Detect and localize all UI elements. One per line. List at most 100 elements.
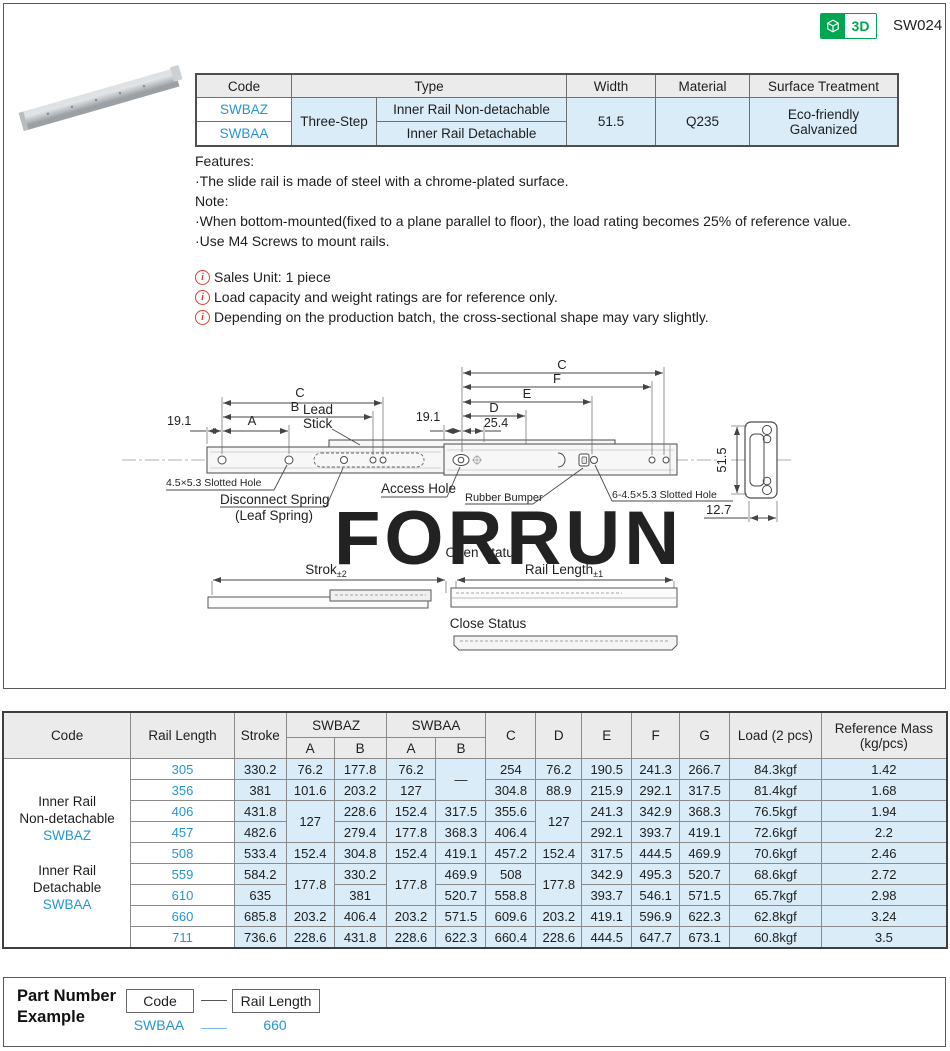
spec-header-type: Type (291, 73, 567, 98)
table-cell: 228.6 (535, 926, 583, 949)
table-cell: 596.9 (631, 905, 681, 927)
table-cell: 152.4 (385, 842, 437, 864)
spec-surface-line2: Galvanized (789, 121, 858, 137)
table-cell: 81.4kgf (729, 779, 822, 801)
spec-header-width: Width (566, 73, 656, 98)
code-link[interactable]: SWBAZ (43, 828, 92, 843)
open-status-label: Open Status (445, 545, 520, 560)
table-cell: 571.5 (435, 905, 487, 927)
table-cell: 228.6 (333, 800, 387, 822)
spec-type-group: Three-Step (291, 97, 377, 147)
leaf-spring-label: (Leaf Spring) (235, 508, 313, 523)
table-cell: 304.8 (333, 842, 387, 864)
dim-19-1-right-label: 19.1 (416, 410, 440, 424)
table-cell: 1.42 (820, 758, 948, 780)
info-icon: i (195, 269, 210, 285)
spec-header-surface: Surface Treatment (749, 73, 899, 98)
table-cell: 127 (285, 800, 335, 843)
table-cell: 520.7 (679, 863, 731, 885)
spec-surface-line1: Eco-friendly (787, 106, 860, 122)
dim-c-right-label: C (557, 357, 566, 372)
table-cell: 571.5 (679, 884, 731, 906)
table-cell: 254 (485, 758, 537, 780)
rail-length-link[interactable]: 406 (130, 800, 235, 822)
features-text: Features: ·The slide rail is made of ste… (195, 151, 851, 251)
table-cell: 2.2 (820, 821, 948, 843)
dim-d-label: D (489, 400, 498, 415)
table-row: 508 533.4 152.4 304.8 152.4 419.1 457.2 152.4 31… (3, 842, 948, 864)
code-link[interactable]: SWBAA (42, 897, 92, 912)
table-cell: 76.5kgf (729, 800, 822, 822)
table-cell: 317.5 (679, 779, 731, 801)
part-number-title: Part Number Example (17, 987, 117, 1026)
rail-length-link[interactable]: 457 (130, 821, 235, 843)
spec-type-1: Inner Rail Non-detachable (376, 97, 567, 122)
table-cell: 406.4 (333, 905, 387, 927)
col-header-swbaa-b: B (435, 737, 487, 759)
table-cell: 177.8 (385, 863, 437, 906)
table-cell: 241.3 (581, 800, 633, 822)
table-cell: 495.3 (631, 863, 681, 885)
spec-header-code: Code (195, 73, 292, 98)
table-cell: 317.5 (435, 800, 487, 822)
ref-mass-line2: (kg/pcs) (859, 735, 908, 751)
example-rail-value[interactable]: 660 (263, 1017, 287, 1033)
rail-length-dim-label: Rail Length±1 (525, 562, 603, 579)
table-cell: 419.1 (435, 842, 487, 864)
table-cell: 72.6kgf (729, 821, 822, 843)
dim-c-left-label: C (295, 385, 304, 400)
example-dash (201, 1028, 227, 1029)
spec-code-swbaz[interactable]: SWBAZ (195, 97, 292, 122)
dim-25-4-label: 25.4 (484, 416, 508, 430)
table-cell: 2.46 (820, 842, 948, 864)
info-note: Depending on the production batch, the c… (214, 309, 709, 325)
close-status-label: Close Status (450, 616, 527, 631)
dim-a-label: A (248, 413, 257, 428)
code-group-cell: Inner Rail Non-detachable SWBAZ Inner Rail D… (2, 758, 132, 949)
features-line: ·The slide rail is made of steel with a … (195, 173, 569, 189)
table-cell: 3.5 (820, 926, 948, 949)
table-cell: 673.1 (679, 926, 731, 949)
table-cell: 736.6 (233, 926, 287, 949)
table-row: 660 685.8 203.2 406.4 203.2 571.5 609.6 203.2 41… (3, 905, 948, 927)
rail-length-link[interactable]: 610 (130, 884, 235, 906)
rail-length-link[interactable]: 508 (130, 842, 235, 864)
code-label: Inner Rail (38, 863, 96, 878)
cube-3d-icon (821, 14, 845, 38)
table-cell: 127 (385, 779, 437, 801)
table-cell: 431.8 (333, 926, 387, 949)
table-cell: 88.9 (535, 779, 583, 801)
rail-length-link[interactable]: 559 (130, 863, 235, 885)
slotted-hole-right-label: 6-4.5×5.3 Slotted Hole (612, 489, 717, 501)
code-label: Non-detachable (19, 811, 115, 826)
table-cell: 84.3kgf (729, 758, 822, 780)
table-cell: 368.3 (679, 800, 731, 822)
note-line-1: ·When bottom-mounted(fixed to a plane pa… (195, 213, 852, 229)
col-header-load: Load (2 pcs) (729, 711, 822, 759)
table-cell: 177.8 (535, 863, 583, 906)
table-cell: 177.8 (385, 821, 437, 843)
table-row: 711 736.6 228.6 431.8 228.6 622.3 660.4 228.6 44… (3, 926, 948, 949)
col-header-ref-mass: Reference Mass (kg/pcs) (820, 711, 948, 759)
watermark: FORRUN (334, 496, 683, 581)
rail-length-link[interactable]: 305 (130, 758, 235, 780)
table-cell: 457.2 (485, 842, 537, 864)
table-cell: 368.3 (435, 821, 487, 843)
table-cell: 431.8 (233, 800, 287, 822)
col-header-swbaa: SWBAA (385, 711, 487, 738)
table-cell: 127 (535, 800, 583, 843)
stroke-dim-label: Strok±2 (305, 562, 346, 579)
example-code-value[interactable]: SWBAA (133, 1017, 185, 1033)
table-cell: 2.72 (820, 863, 948, 885)
code-label: Detachable (32, 880, 102, 895)
rail-length-link[interactable]: 711 (130, 926, 235, 949)
rail-length-link[interactable]: 356 (130, 779, 235, 801)
drawing-lines (122, 367, 791, 651)
3d-view-badge[interactable]: 3D (820, 13, 877, 39)
spec-code-swbaa[interactable]: SWBAA (195, 121, 292, 147)
dim-b-label: B (291, 399, 300, 414)
rail-length-link[interactable]: 660 (130, 905, 235, 927)
table-cell: 241.3 (631, 758, 681, 780)
table-cell: 190.5 (581, 758, 633, 780)
col-header-swbaz-a: A (285, 737, 335, 759)
